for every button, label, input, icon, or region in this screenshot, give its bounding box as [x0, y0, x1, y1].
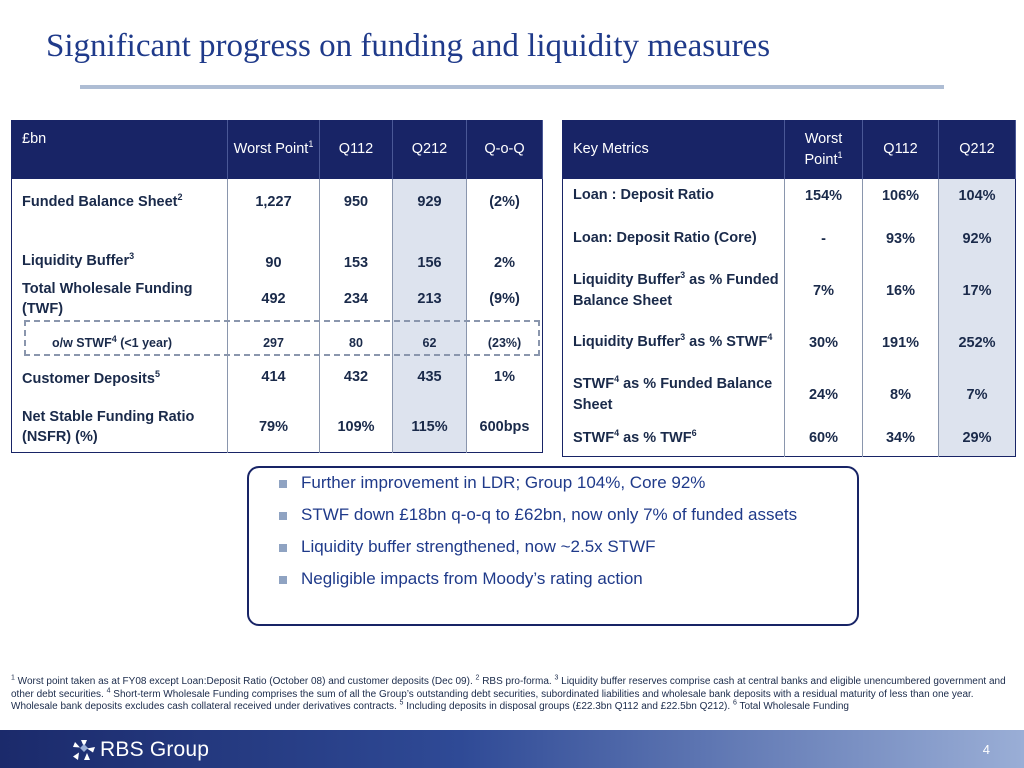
highlights-list: Further improvement in LDR; Group 104%, … [279, 472, 857, 590]
table-row: Funded Balance Sheet2 1,227 950 929 (2%) [11, 178, 543, 225]
header-cell-q112: Q112 [319, 120, 393, 179]
cell-q112: 153 [319, 224, 393, 275]
key-metrics-header: Key Metrics Worst Point1 Q112 Q212 [562, 120, 1016, 179]
table-row: Loan: Deposit Ratio (Core) - 93% 92% [562, 212, 1016, 265]
cell-worst: 492 [227, 274, 320, 323]
row-label: Funded Balance Sheet2 [11, 178, 228, 225]
cell-q212: 213 [392, 274, 467, 323]
cell-qoq: 2% [494, 254, 515, 271]
cell-qoq: 600bps [479, 419, 530, 436]
header-cell-worst: Worst Point1 [227, 120, 320, 179]
cell-q112: 16% [862, 264, 939, 317]
header-cell-worst: Worst Point1 [784, 120, 863, 179]
square-bullet-icon [279, 512, 287, 520]
row-label: STWF4 as % Funded Balance Sheet [562, 368, 785, 421]
row-label: Liquidity Buffer3 as % Funded Balance Sh… [562, 264, 785, 317]
cell-worst: 30% [784, 316, 863, 369]
cell-q212: 435 [392, 362, 467, 403]
page-number: 4 [982, 742, 990, 757]
table-row: Total Wholesale Funding (TWF) 492 234 21… [11, 274, 543, 323]
row-label: STWF4 as % TWF6 [562, 420, 785, 457]
cell-qoq: (23%) [487, 335, 522, 350]
header-cell-q212: Q212 [392, 120, 467, 179]
table-row: o/w STWF4 (<1 year) 297 80 62 (23%) [11, 322, 543, 363]
row-label: Total Wholesale Funding (TWF) [11, 274, 228, 323]
cell-worst: 24% [784, 368, 863, 421]
rbs-daisy-wheel-icon [73, 740, 95, 760]
row-label: Liquidity Buffer3 as % STWF4 [562, 316, 785, 369]
cell-worst: 1,227 [227, 178, 320, 225]
cell-worst: 297 [227, 322, 320, 363]
cell-q112: 234 [319, 274, 393, 323]
header-cell-qoq: Q-o-Q [466, 120, 543, 179]
table-row: Net Stable Funding Ratio (NSFR) (%) 79% … [11, 402, 543, 453]
highlights-callout: Further improvement in LDR; Group 104%, … [247, 466, 859, 626]
cell-q212: 252% [938, 316, 1016, 369]
cell-worst: 79% [227, 402, 320, 453]
cell-q112: 80 [319, 322, 393, 363]
row-label: Liquidity Buffer3 [11, 224, 228, 275]
row-label: Net Stable Funding Ratio (NSFR) (%) [11, 402, 228, 453]
cell-q212: 7% [938, 368, 1016, 421]
table-row: Liquidity Buffer3 90 153 156 2% [11, 224, 543, 275]
title-divider [80, 85, 944, 89]
table-row: Loan : Deposit Ratio 154% 106% 104% [562, 178, 1016, 213]
cell-qoq: 1% [494, 368, 515, 385]
list-item: Liquidity buffer strengthened, now ~2.5x… [279, 536, 857, 558]
cell-worst: 414 [227, 362, 320, 403]
cell-q212: 62 [392, 322, 467, 363]
rbs-logo: RBS Group [72, 737, 209, 763]
header-cell-label: Key Metrics [562, 120, 785, 179]
cell-q112: 432 [319, 362, 393, 403]
cell-worst: 60% [784, 420, 863, 457]
cell-worst: 154% [784, 178, 863, 213]
square-bullet-icon [279, 576, 287, 584]
cell-q212: 92% [938, 212, 1016, 265]
header-cell-q112: Q112 [862, 120, 939, 179]
cell-q112: 8% [862, 368, 939, 421]
cell-q112: 109% [319, 402, 393, 453]
cell-qoq: (9%) [489, 290, 520, 307]
table-row: STWF4 as % TWF6 60% 34% 29% [562, 420, 1016, 457]
cell-q212: 29% [938, 420, 1016, 457]
header-cell-q212: Q212 [938, 120, 1016, 179]
list-item: Negligible impacts from Moody’s rating a… [279, 568, 857, 590]
table-row: Liquidity Buffer3 as % STWF4 30% 191% 25… [562, 316, 1016, 369]
table-row: STWF4 as % Funded Balance Sheet 24% 8% 7… [562, 368, 1016, 421]
footer-bar [0, 730, 1024, 768]
row-label: o/w STWF4 (<1 year) [11, 322, 228, 363]
cell-worst: - [784, 212, 863, 265]
cell-qoq: (2%) [489, 193, 520, 210]
key-metrics-table: Key Metrics Worst Point1 Q112 Q212 Loan … [562, 120, 1016, 457]
cell-q112: 106% [862, 178, 939, 213]
cell-q112: 93% [862, 212, 939, 265]
cell-q112: 34% [862, 420, 939, 457]
table-row: Customer Deposits5 414 432 435 1% [11, 362, 543, 403]
footnotes: 1 Worst point taken as at FY08 except Lo… [11, 674, 1006, 712]
cell-q112: 191% [862, 316, 939, 369]
square-bullet-icon [279, 544, 287, 552]
logo-text: RBS Group [100, 738, 210, 761]
cell-worst: 7% [784, 264, 863, 317]
cell-worst: 90 [227, 224, 320, 275]
cell-q212: 104% [938, 178, 1016, 213]
funding-table-header: £bn Worst Point1 Q112 Q212 Q-o-Q [11, 120, 543, 179]
list-item: STWF down £18bn q-o-q to £62bn, now only… [279, 504, 857, 526]
table-row: Liquidity Buffer3 as % Funded Balance Sh… [562, 264, 1016, 317]
cell-q212: 17% [938, 264, 1016, 317]
cell-q112: 950 [319, 178, 393, 225]
header-cell-label: £bn [11, 120, 228, 179]
row-label: Loan : Deposit Ratio [562, 178, 785, 213]
square-bullet-icon [279, 480, 287, 488]
cell-q212: 156 [392, 224, 467, 275]
funding-table: £bn Worst Point1 Q112 Q212 Q-o-Q Funded … [11, 120, 543, 453]
row-label: Customer Deposits5 [11, 362, 228, 403]
cell-q212: 929 [392, 178, 467, 225]
cell-q212: 115% [392, 402, 467, 453]
list-item: Further improvement in LDR; Group 104%, … [279, 472, 857, 494]
row-label: Loan: Deposit Ratio (Core) [562, 212, 785, 265]
page-title: Significant progress on funding and liqu… [46, 28, 771, 64]
